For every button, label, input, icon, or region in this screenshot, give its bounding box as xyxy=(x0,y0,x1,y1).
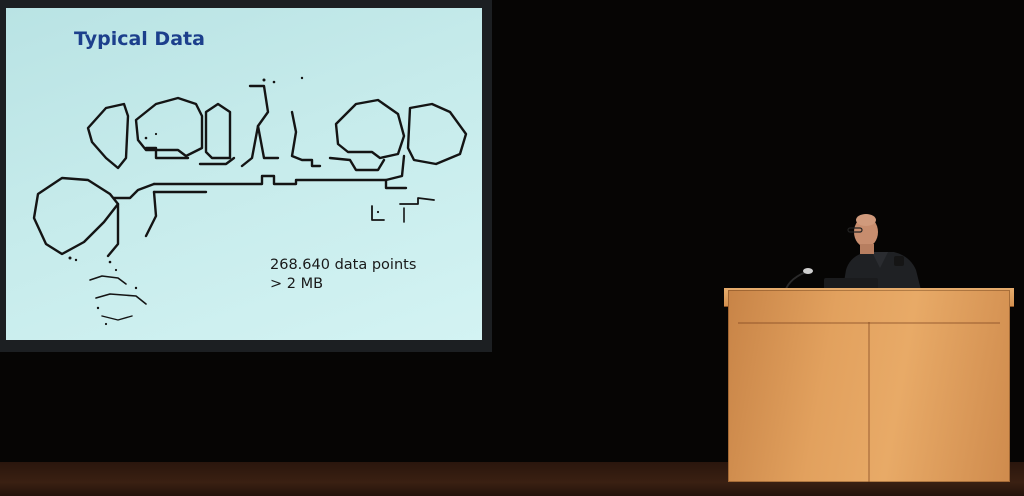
projection-screen: Typical Data 268.640 data points > 2 MB xyxy=(0,0,492,352)
podium-panel-line xyxy=(738,322,1000,324)
file-size-label: > 2 MB xyxy=(270,276,324,292)
wooden-podium xyxy=(728,290,1010,482)
slide-caption: 268.640 data points > 2 MB xyxy=(270,256,416,294)
floor-plan-map-figure xyxy=(32,76,468,326)
podium-seam xyxy=(868,322,870,482)
presentation-slide: Typical Data 268.640 data points > 2 MB xyxy=(6,8,482,340)
data-points-label: 268.640 data points xyxy=(270,257,417,273)
slide-title: Typical Data xyxy=(74,28,205,50)
